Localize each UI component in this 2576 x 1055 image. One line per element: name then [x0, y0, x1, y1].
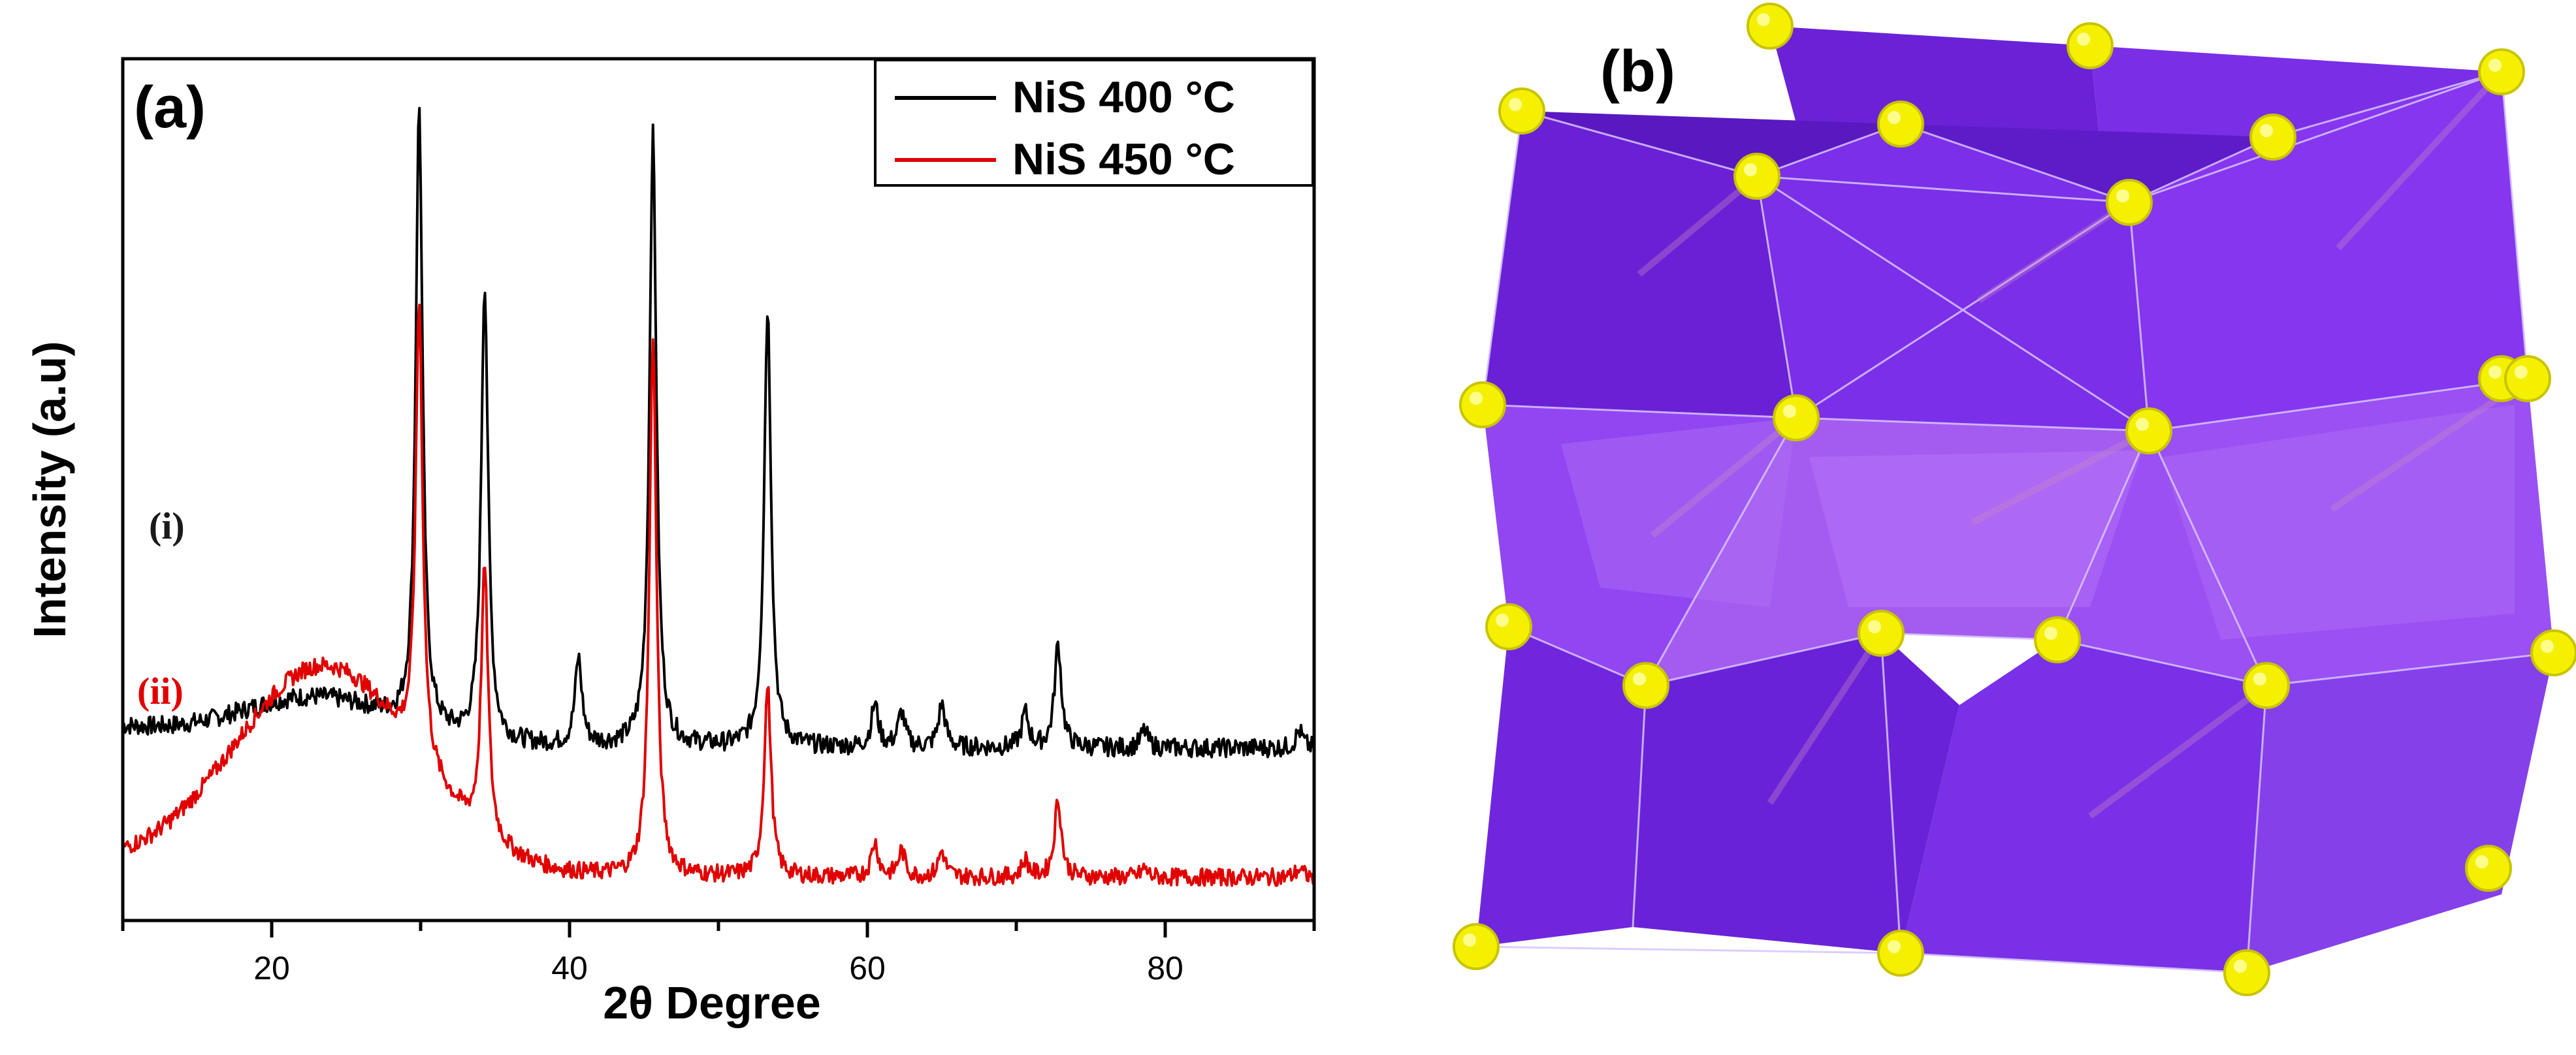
octahedron-highlight — [2162, 405, 2515, 640]
y-axis-title: Intensity (a.u) — [24, 341, 75, 638]
sulfur-atom — [2504, 355, 2551, 402]
sulfur-atom-highlight — [1757, 13, 1770, 26]
sulfur-atom — [1733, 153, 1780, 200]
sulfur-atom — [1747, 3, 1794, 50]
sulfur-atom-highlight — [2116, 189, 2129, 202]
sulfur-atom-highlight — [2077, 33, 2090, 46]
x-tick-label: 80 — [1147, 950, 1183, 986]
sulfur-atom-highlight — [1888, 940, 1901, 953]
sulfur-atom — [2034, 616, 2081, 663]
legend-entry-400: NiS 400 °C — [1012, 72, 1235, 122]
sulfur-atom-highlight — [2515, 366, 2528, 379]
bond-lines — [1637, 69, 2530, 819]
x-tick-label: 40 — [551, 950, 588, 986]
sulfur-atom — [2249, 114, 2296, 161]
x-tick-label: 20 — [253, 950, 290, 986]
sulfur-atom — [1498, 87, 1545, 134]
crystal-structure: (b) — [1404, 0, 2576, 1055]
series-line-nis-450 — [121, 304, 1315, 887]
sulfur-atom-highlight — [1888, 111, 1901, 124]
octahedron-face — [1483, 111, 1796, 418]
sulfur-atom-highlight — [2475, 855, 2488, 868]
legend-entry-450: NiS 450 °C — [1012, 134, 1235, 184]
sulfur-atom-highlight — [1744, 163, 1757, 176]
octahedron-face — [2247, 653, 2554, 973]
sulfur-atom-highlight — [2541, 640, 2554, 653]
octahedron-edges — [1475, 71, 2554, 974]
octahedron-face — [1757, 124, 2149, 431]
x-tick-label: 60 — [849, 950, 886, 986]
legend: NiS 400 °C NiS 450 °C — [874, 59, 1314, 187]
sulfur-atom-highlight — [1470, 392, 1483, 405]
octahedron-highlight — [1561, 418, 1796, 607]
octahedron-face — [1522, 111, 1901, 176]
sulfur-atom-highlight — [1509, 98, 1522, 111]
xrd-chart: 20 40 60 80 (a) (i) (ii) Intensity (a.u) 2θ… — [24, 57, 1316, 1028]
sulfur-atom-highlight — [1868, 620, 1881, 633]
curve-label-i: (i) — [149, 505, 185, 547]
sulfur-atom — [1877, 930, 1924, 977]
sulfur-atom-highlight — [2488, 366, 2502, 379]
panel-b-label: (b) — [1600, 39, 1675, 104]
octahedron-face — [2129, 72, 2528, 431]
sulfur-atom — [1773, 394, 1820, 441]
sulfur-atom — [1453, 923, 1500, 970]
sulfur-atom-highlight — [2260, 124, 2273, 137]
panel-a-label: (a) — [134, 75, 206, 140]
sulfur-atom-highlight — [1783, 405, 1796, 418]
octahedron-face — [2057, 379, 2554, 685]
sulfur-atoms — [1453, 3, 2576, 996]
octahedron-highlight — [1809, 450, 2142, 607]
x-axis-title: 2θ Degree — [603, 977, 821, 1028]
series-line-nis-400 — [121, 106, 1315, 759]
x-axis-ticks: 20 40 60 80 — [121, 921, 1316, 986]
curve-label-ii: (ii) — [137, 670, 184, 712]
sulfur-atom — [2465, 845, 2512, 892]
sulfur-atom-highlight — [1633, 672, 1646, 685]
sulfur-atom — [1459, 381, 1506, 428]
octahedron-face — [1476, 627, 1646, 947]
octahedron-face — [1901, 640, 2266, 973]
sulfur-atom-highlight — [2488, 59, 2502, 72]
octahedron-face — [1901, 124, 2273, 202]
sulfur-atom — [1858, 610, 1905, 657]
sulfur-atom — [2067, 22, 2114, 69]
sulfur-atom — [2223, 949, 2270, 996]
sulfur-atom-highlight — [2136, 418, 2149, 431]
octahedron-face — [1646, 418, 2149, 685]
sulfur-atom-highlight — [2253, 672, 2266, 685]
octahedron-face — [1483, 405, 1796, 685]
sulfur-atom — [1877, 101, 1924, 148]
sulfur-atom-highlight — [2234, 960, 2247, 973]
sulfur-atom-highlight — [1463, 934, 1476, 947]
legend-box — [874, 59, 1314, 187]
sulfur-atom — [1622, 662, 1669, 709]
sulfur-atom — [2243, 662, 2290, 709]
sulfur-atom — [2530, 629, 2576, 676]
series-layer — [121, 106, 1315, 887]
sulfur-atom-highlight — [2044, 627, 2057, 640]
sulfur-atom — [2478, 48, 2525, 95]
octahedron-face — [1633, 633, 1959, 953]
sulfur-atom-highlight — [1496, 614, 1509, 627]
sulfur-atom — [1485, 603, 1532, 650]
sulfur-atom — [2106, 179, 2153, 226]
sulfur-atom — [2125, 407, 2172, 454]
